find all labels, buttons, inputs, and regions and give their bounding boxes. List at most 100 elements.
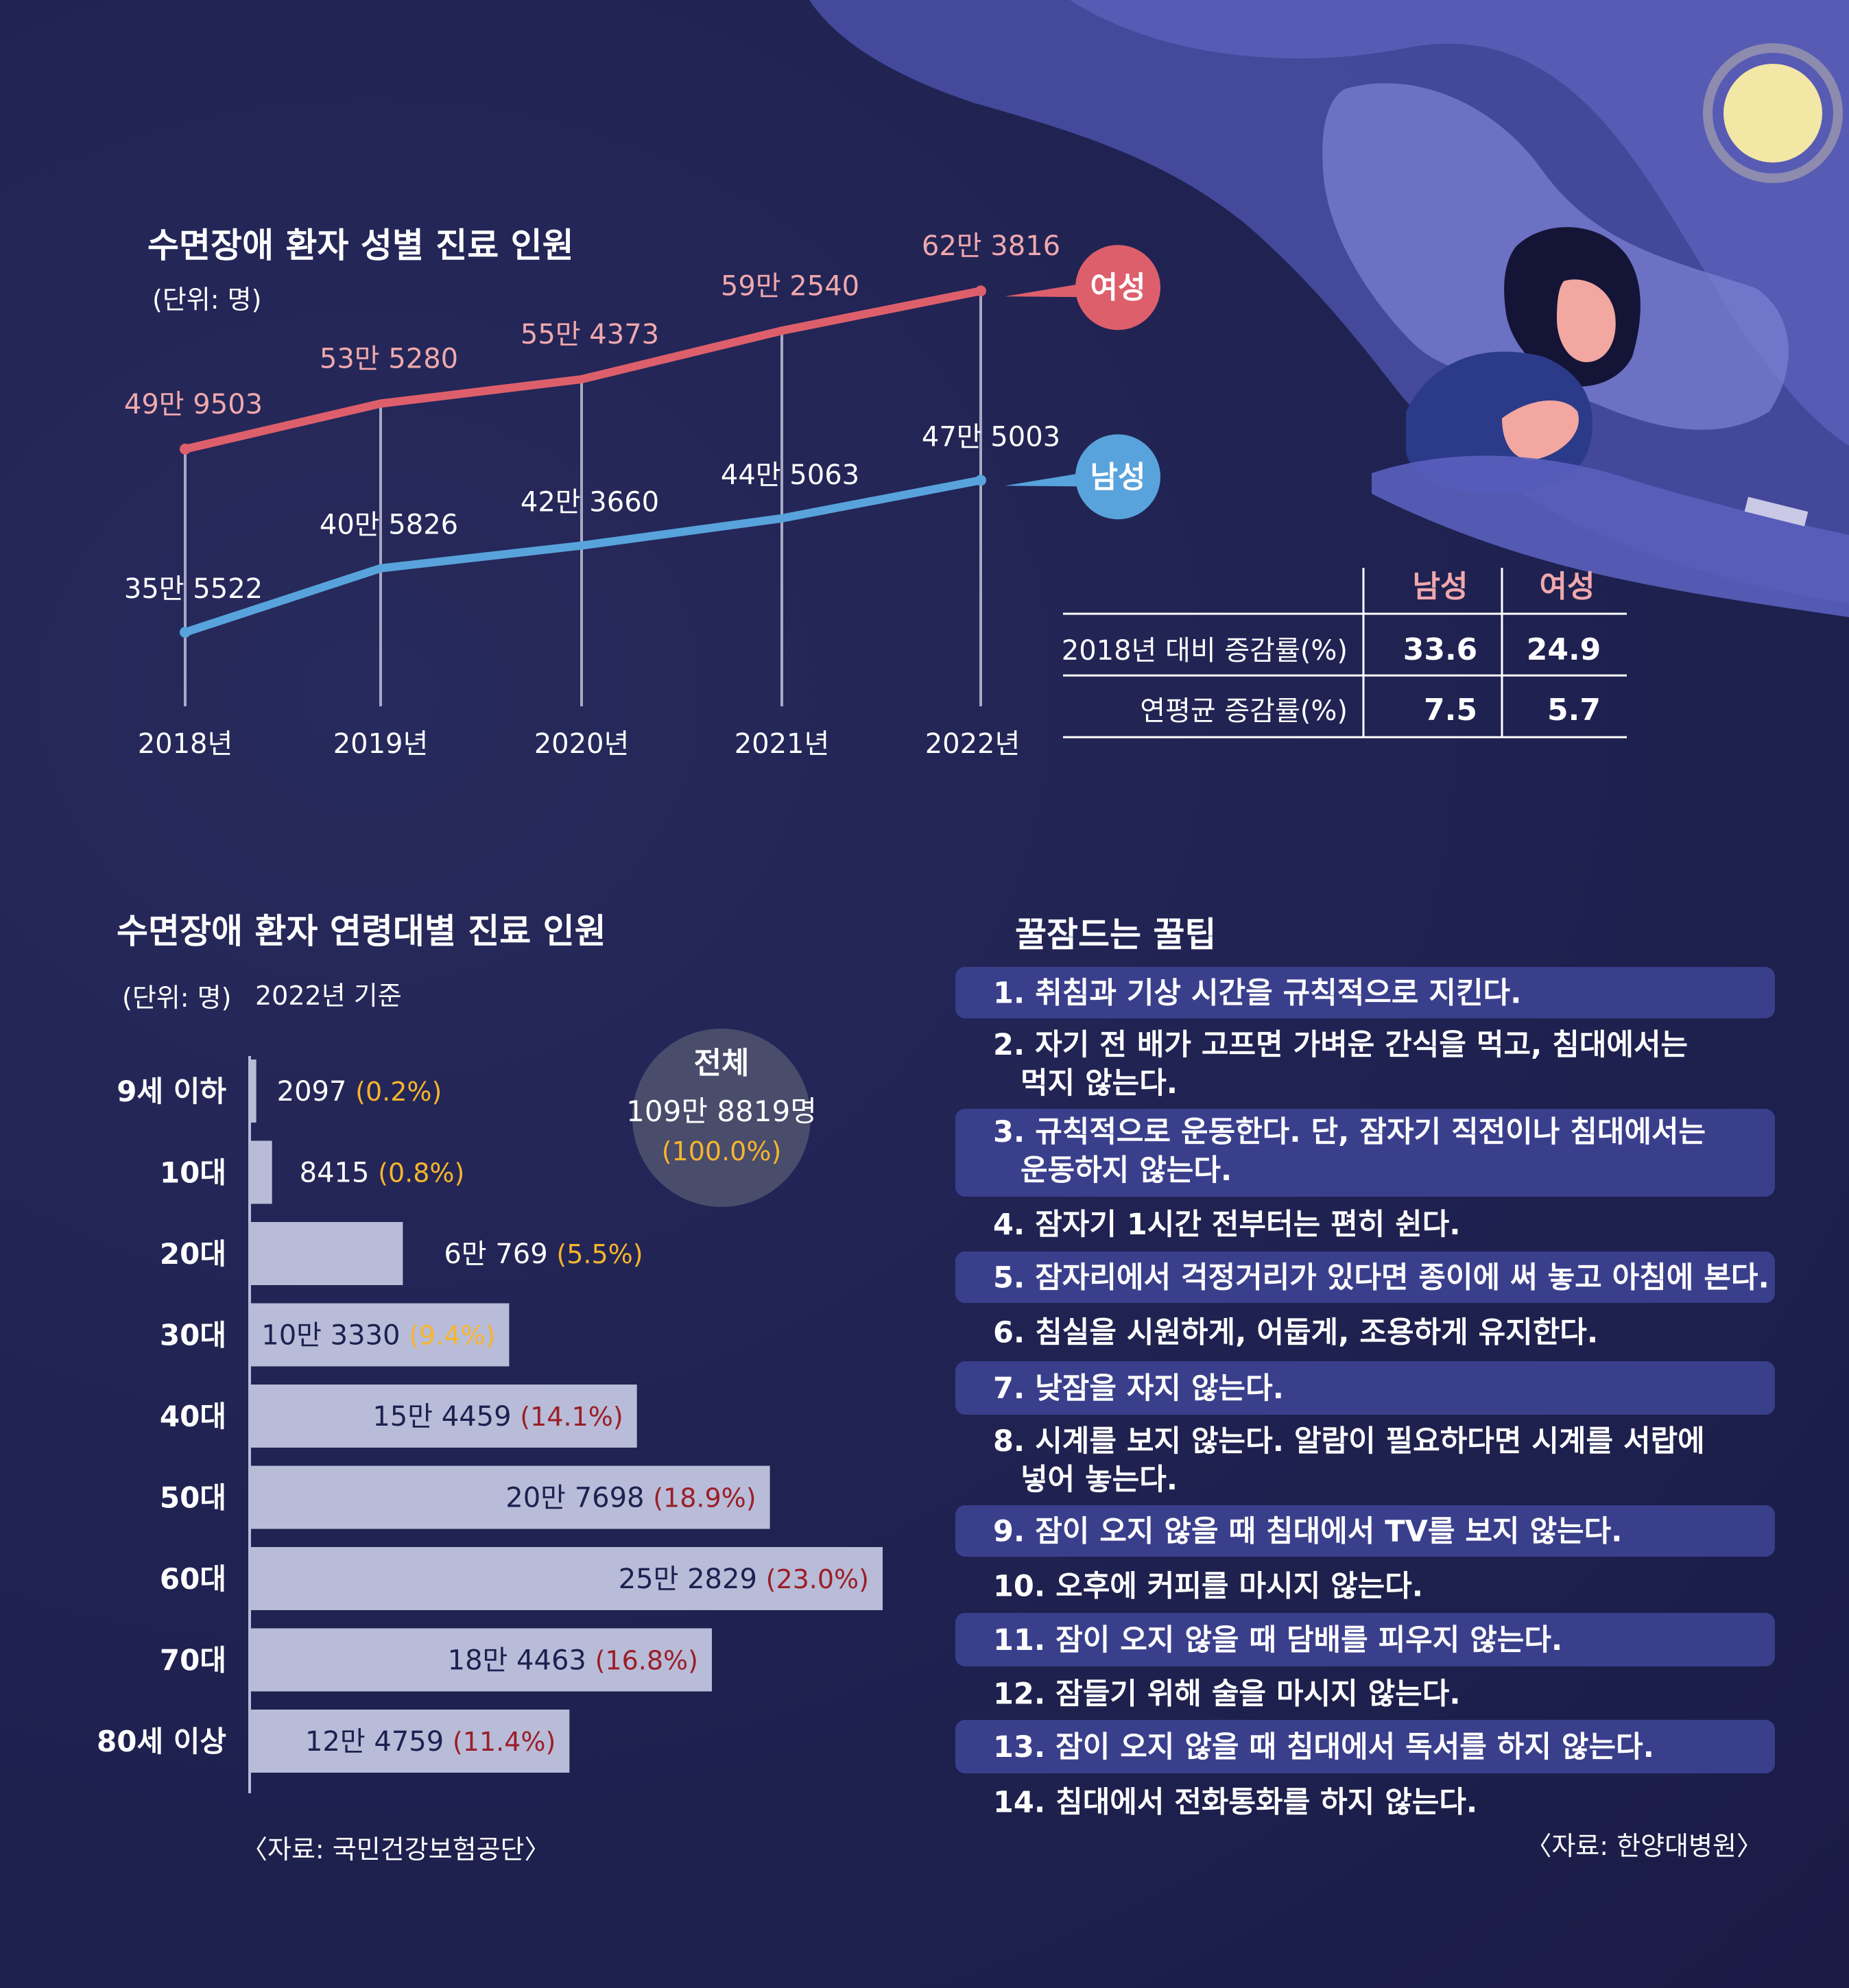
growth-table: 남성 여성 2018년 대비 증감률(%) 33.6 24.9 연평균 증감률(… [1062, 568, 1627, 739]
age-bar-chart: 수면장애 환자 연령대별 진료 인원 (단위: 명) 2022년 기준 9세 이… [97, 911, 883, 1865]
category-label: 40대 [160, 1400, 226, 1433]
table-header-female: 여성 [1540, 569, 1595, 604]
x-tick-label: 2022년 [925, 728, 1021, 760]
value-number: 2097 [277, 1076, 356, 1107]
tip-item: 12. 잠들기 위해 술을 마시지 않는다. [993, 1677, 1461, 1712]
tip-item: 14. 침대에서 전화통화를 하지 않는다. [993, 1786, 1477, 1820]
x-tick-label: 2020년 [534, 728, 630, 760]
data-label: 55만 4373 [521, 319, 659, 350]
gender-chart-unit: (단위: 명) [152, 285, 261, 315]
value-pct: (9.4%) [409, 1321, 495, 1351]
tip-band [955, 1720, 1775, 1773]
illustration [809, 0, 1849, 617]
bar [251, 1140, 272, 1204]
book-shape [1744, 496, 1809, 527]
bar [251, 1628, 712, 1692]
data-point [180, 443, 191, 455]
table-cell-male: 7.5 [1424, 693, 1477, 728]
tip-item: 8. 시계를 보지 않는다. 알람이 필요하다면 시계를 서랍에 [993, 1424, 1705, 1459]
x-tick-label: 2021년 [735, 728, 830, 760]
tip-band [955, 967, 1775, 1018]
total-value: 109만 8819명 [626, 1094, 817, 1128]
legend-bubble-여성 [1075, 245, 1160, 331]
data-label: 42만 3660 [521, 487, 659, 518]
legend-pointer [1005, 283, 1084, 298]
category-label: 9세 이하 [117, 1075, 226, 1108]
tip-band [955, 1109, 1775, 1197]
value-label: 10만 3330 (9.4%) [261, 1320, 495, 1352]
value-label: 6만 769 (5.5%) [444, 1238, 643, 1270]
data-label: 53만 5280 [320, 343, 458, 374]
value-number: 18만 4463 [448, 1645, 595, 1677]
value-pct: (14.1%) [520, 1402, 623, 1432]
data-label: 49만 9503 [124, 389, 263, 420]
tip-band [955, 1613, 1775, 1666]
legend-bubble-남성 [1075, 434, 1160, 520]
data-point [778, 326, 786, 335]
data-label: 40만 5826 [320, 510, 458, 541]
tip-item: 9. 잠이 오지 않을 때 침대에서 TV를 보지 않는다. [993, 1515, 1622, 1549]
total-pct: (100.0%) [662, 1136, 782, 1166]
value-pct: (5.5%) [556, 1239, 643, 1269]
bar [251, 1465, 770, 1529]
moon-icon [1723, 64, 1822, 163]
value-label: 20만 7698 (18.9%) [505, 1483, 756, 1514]
blanket-fold [1070, 0, 1849, 446]
tip-item-continued: 먹지 않는다. [1021, 1066, 1178, 1101]
tip-item: 1. 취침과 기상 시간을 규칙적으로 지킨다. [993, 977, 1521, 1011]
category-label: 20대 [160, 1237, 226, 1271]
bar [251, 1710, 570, 1773]
value-pct: (0.8%) [378, 1158, 464, 1188]
age-chart-basis: 2022년 기준 [255, 981, 402, 1011]
category-label: 30대 [160, 1319, 226, 1352]
age-chart-title: 수면장애 환자 연령대별 진료 인원 [117, 911, 606, 951]
sleep-tips: 꿀잠드는 꿀팁 1. 취침과 기상 시간을 규칙적으로 지킨다. 2. 자기 전 … [955, 915, 1775, 1861]
table-header-male: 남성 [1413, 569, 1468, 604]
tip-item: 10. 오후에 커피를 마시지 않는다. [993, 1570, 1423, 1604]
tip-item: 3. 규칙적으로 운동한다. 단, 잠자기 직전이나 침대에서는 [993, 1115, 1706, 1149]
legend-label: 여성 [1090, 270, 1146, 305]
moon-glow [1703, 43, 1843, 183]
data-point [577, 375, 586, 384]
woman-face [1557, 279, 1616, 363]
legend-pointer [1005, 472, 1084, 487]
data-label: 47만 5003 [922, 421, 1060, 453]
data-point [975, 475, 986, 486]
data-label: 44만 5063 [721, 459, 859, 491]
table-cell-male: 33.6 [1403, 632, 1478, 667]
value-number: 6만 769 [444, 1238, 556, 1270]
blanket-shape [809, 0, 1849, 603]
tips-list: 1. 취침과 기상 시간을 규칙적으로 지킨다. 2. 자기 전 배가 고프면 가… [955, 967, 1775, 1820]
value-label: 25만 2829 (23.0%) [619, 1564, 869, 1595]
line-chart-plot: 2018년 2019년 2020년 2021년 2022년 49만 9503 53만 528… [124, 230, 1160, 760]
tip-item: 13. 잠이 오지 않을 때 침대에서 독서를 하지 않는다. [993, 1730, 1654, 1764]
value-number: 10만 3330 [261, 1320, 409, 1352]
data-label: 59만 2540 [721, 270, 859, 302]
total-title: 전체 [694, 1046, 750, 1081]
category-label: 80세 이상 [97, 1725, 226, 1758]
value-label: 2097 (0.2%) [277, 1076, 442, 1107]
value-pct: (16.8%) [595, 1646, 698, 1676]
bar [251, 1303, 510, 1367]
tip-item-continued: 운동하지 않는다. [1021, 1153, 1232, 1188]
gender-line-chart: 수면장애 환자 성별 진료 인원 (단위: 명) 2018년 2019년 2020년… [124, 226, 1160, 760]
table-row-label: 연평균 증감률(%) [1140, 695, 1348, 727]
age-chart-unit: (단위: 명) [122, 983, 231, 1013]
data-point [975, 285, 986, 297]
gender-chart-title: 수면장애 환자 성별 진료 인원 [147, 226, 574, 265]
category-label: 70대 [160, 1644, 226, 1677]
bar [251, 1385, 637, 1448]
value-label: 8415 (0.8%) [300, 1158, 465, 1189]
value-label: 18만 4463 (16.8%) [448, 1645, 698, 1677]
value-pct: (18.9%) [653, 1483, 756, 1513]
data-point [778, 514, 786, 523]
tip-band [955, 1505, 1775, 1557]
tip-item: 11. 잠이 오지 않을 때 담배를 피우지 않는다. [993, 1623, 1562, 1657]
value-number: 12만 4759 [305, 1726, 453, 1758]
table-cell-female: 5.7 [1547, 693, 1601, 728]
total-circle [632, 1029, 811, 1207]
bar [251, 1547, 883, 1610]
blanket-front [1372, 455, 1849, 617]
tip-band [955, 1361, 1775, 1415]
